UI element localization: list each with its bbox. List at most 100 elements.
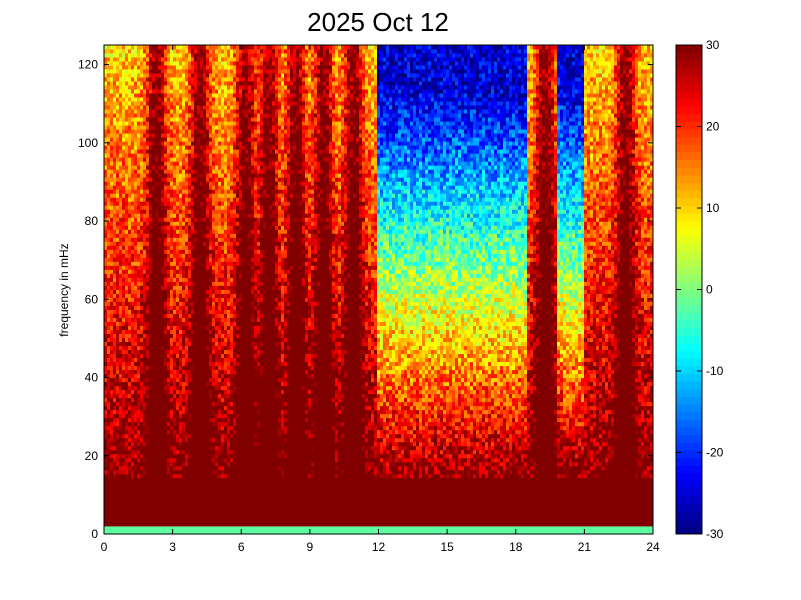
heatmap-cell — [215, 366, 218, 370]
heatmap-cell — [158, 402, 161, 406]
heatmap-cell — [149, 277, 152, 281]
heatmap-cell — [215, 261, 218, 265]
heatmap-cell — [209, 410, 212, 414]
heatmap-cell — [209, 454, 212, 458]
heatmap-cell — [137, 281, 140, 285]
heatmap-cell — [119, 97, 122, 101]
heatmap-cell — [194, 173, 197, 177]
heatmap-cell — [191, 290, 194, 294]
heatmap-cell — [113, 466, 116, 470]
heatmap-cell — [143, 350, 146, 354]
heatmap-cell — [176, 53, 179, 57]
heatmap-cell — [131, 382, 134, 386]
heatmap-cell — [218, 245, 221, 249]
heatmap-cell — [149, 290, 152, 294]
heatmap-cell — [107, 346, 110, 350]
heatmap-cell — [137, 53, 140, 57]
heatmap-cell — [176, 181, 179, 185]
heatmap-cell — [164, 382, 167, 386]
heatmap-cell — [173, 49, 176, 53]
heatmap-cell — [155, 526, 158, 530]
heatmap-cell — [155, 510, 158, 514]
heatmap-cell — [173, 310, 176, 314]
heatmap-cell — [164, 426, 167, 430]
heatmap-cell — [128, 45, 131, 49]
heatmap-cell — [134, 269, 137, 273]
heatmap-cell — [116, 201, 119, 205]
heatmap-cell — [173, 237, 176, 241]
heatmap-cell — [221, 434, 224, 438]
heatmap-cell — [140, 314, 143, 318]
heatmap-cell — [176, 298, 179, 302]
heatmap-cell — [158, 430, 161, 434]
heatmap-cell — [203, 418, 206, 422]
heatmap-cell — [215, 438, 218, 442]
heatmap-cell — [152, 370, 155, 374]
heatmap-cell — [164, 85, 167, 89]
heatmap-cell — [134, 169, 137, 173]
heatmap-cell — [188, 298, 191, 302]
heatmap-cell — [113, 458, 116, 462]
heatmap-cell — [194, 221, 197, 225]
heatmap-cell — [131, 334, 134, 338]
heatmap-cell — [152, 470, 155, 474]
heatmap-cell — [110, 458, 113, 462]
heatmap-cell — [218, 185, 221, 189]
heatmap-cell — [104, 89, 107, 93]
heatmap-cell — [125, 346, 128, 350]
heatmap-cell — [161, 342, 164, 346]
heatmap-cell — [188, 302, 191, 306]
heatmap-cell — [197, 45, 200, 49]
heatmap-cell — [200, 277, 203, 281]
heatmap-cell — [194, 201, 197, 205]
heatmap-cell — [110, 350, 113, 354]
heatmap-cell — [110, 442, 113, 446]
heatmap-cell — [131, 157, 134, 161]
heatmap-cell — [164, 129, 167, 133]
heatmap-cell — [212, 294, 215, 298]
heatmap-cell — [188, 518, 191, 522]
heatmap-cell — [122, 522, 125, 526]
heatmap-cell — [119, 213, 122, 217]
heatmap-cell — [218, 494, 221, 498]
heatmap-cell — [209, 65, 212, 69]
heatmap-cell — [221, 374, 224, 378]
heatmap-cell — [155, 181, 158, 185]
heatmap-cell — [173, 306, 176, 310]
heatmap-cell — [149, 113, 152, 117]
heatmap-cell — [185, 334, 188, 338]
heatmap-cell — [221, 482, 224, 486]
heatmap-cell — [116, 510, 119, 514]
heatmap-cell — [191, 346, 194, 350]
heatmap-cell — [137, 430, 140, 434]
heatmap-cell — [119, 217, 122, 221]
heatmap-cell — [194, 450, 197, 454]
heatmap-cell — [212, 334, 215, 338]
heatmap-cell — [191, 526, 194, 530]
heatmap-cell — [131, 125, 134, 129]
heatmap-cell — [179, 157, 182, 161]
heatmap-cell — [125, 201, 128, 205]
heatmap-cell — [203, 294, 206, 298]
heatmap-cell — [122, 225, 125, 229]
heatmap-cell — [125, 253, 128, 257]
heatmap-cell — [143, 366, 146, 370]
heatmap-cell — [164, 273, 167, 277]
heatmap-cell — [176, 526, 179, 530]
heatmap-cell — [161, 438, 164, 442]
heatmap-cell — [212, 237, 215, 241]
heatmap-cell — [104, 237, 107, 241]
heatmap-cell — [206, 442, 209, 446]
heatmap-cell — [164, 161, 167, 165]
heatmap-cell — [203, 173, 206, 177]
heatmap-cell — [182, 298, 185, 302]
heatmap-cell — [182, 93, 185, 97]
heatmap-cell — [119, 165, 122, 169]
heatmap-cell — [146, 482, 149, 486]
heatmap-cell — [146, 197, 149, 201]
heatmap-cell — [152, 285, 155, 289]
heatmap-cell — [215, 326, 218, 330]
heatmap-cell — [194, 197, 197, 201]
heatmap-cell — [155, 478, 158, 482]
heatmap-cell — [164, 334, 167, 338]
